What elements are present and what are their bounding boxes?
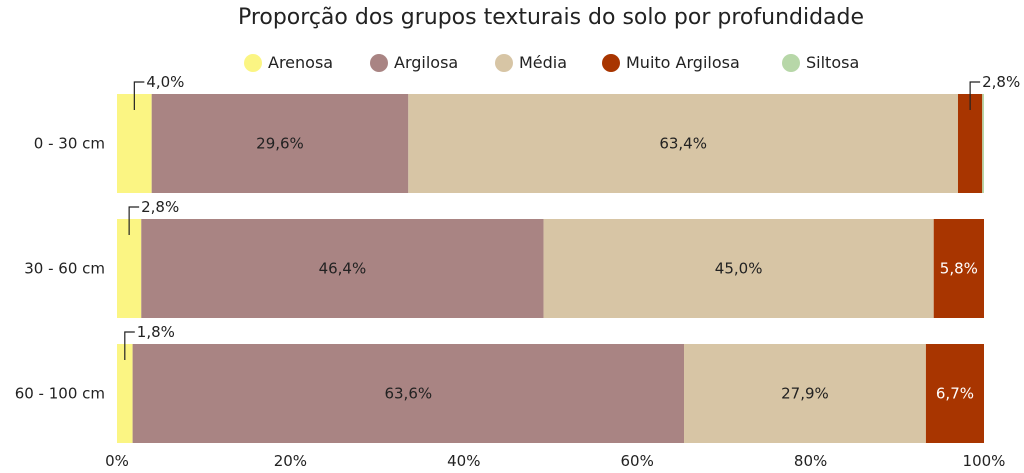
bar-segment-muito-argilosa (925, 344, 984, 443)
label-leader-line (124, 331, 135, 360)
data-label: 1,8% (137, 323, 175, 341)
data-label: 4,0% (146, 73, 184, 91)
plot-area: 0 - 30 cm 4,0% 29,6% 63,4% 2,8% 30 - 60 cm 2,8… (15, 73, 1020, 443)
bar-segment-arenosa (117, 344, 133, 443)
bar-row-0-30-cm: 0 - 30 cm 4,0% 29,6% 63,4% 2,8% (34, 73, 1020, 193)
data-label: 63,4% (659, 135, 707, 153)
bar-segment-media (408, 94, 958, 193)
category-label: 60 - 100 cm (15, 385, 105, 403)
legend-label-arenosa: Arenosa (268, 53, 333, 72)
bar-segment-argilosa (141, 219, 544, 318)
bar-segment-arenosa (117, 219, 142, 318)
x-tick-label: 0% (105, 452, 129, 470)
legend-item-argilosa: Argilosa (370, 53, 458, 72)
legend-swatch-siltosa (782, 54, 800, 72)
legend-item-media: Média (495, 53, 567, 72)
legend-label-argilosa: Argilosa (394, 53, 458, 72)
category-label: 30 - 60 cm (24, 260, 105, 278)
x-tick-label: 20% (274, 452, 307, 470)
bar-row-30-60-cm: 30 - 60 cm 2,8% 46,4% 45,0% 5,8% (24, 198, 984, 318)
chart-title: Proporção dos grupos texturais do solo p… (238, 5, 864, 30)
data-label: 63,6% (384, 385, 432, 403)
legend-label-media: Média (519, 53, 567, 72)
legend-swatch-media (495, 54, 513, 72)
bar-segment-muito-argilosa (933, 219, 984, 318)
bar-segment-media (543, 219, 934, 318)
x-axis: 0% 20% 40% 60% 80% 100% (105, 452, 1005, 470)
bar-segment-siltosa (982, 94, 984, 193)
bar-segment-argilosa (151, 94, 409, 193)
x-tick-label: 100% (963, 452, 1006, 470)
data-label: 2,8% (982, 73, 1020, 91)
legend-item-arenosa: Arenosa (244, 53, 333, 72)
label-leader-line (128, 206, 140, 235)
legend-swatch-argilosa (370, 54, 388, 72)
label-leader-line (969, 81, 981, 110)
x-tick-label: 60% (621, 452, 654, 470)
legend-swatch-arenosa (244, 54, 262, 72)
data-label: 27,9% (781, 385, 829, 403)
bar-segment-arenosa (117, 94, 152, 193)
data-label: 6,7% (936, 385, 974, 403)
legend-label-muito-argilosa: Muito Argilosa (626, 53, 740, 72)
data-label: 5,8% (940, 260, 978, 278)
x-tick-label: 40% (447, 452, 480, 470)
x-tick-label: 80% (794, 452, 827, 470)
data-label: 2,8% (141, 198, 179, 216)
legend-item-muito-argilosa: Muito Argilosa (602, 53, 740, 72)
bar-segment-argilosa (132, 344, 685, 443)
legend-label-siltosa: Siltosa (806, 53, 859, 72)
bar-segment-media (684, 344, 926, 443)
data-label: 45,0% (715, 260, 763, 278)
legend: Arenosa Argilosa Média Muito Argilosa Siltos… (244, 53, 859, 72)
data-label: 46,4% (319, 260, 367, 278)
data-label: 29,6% (256, 135, 304, 153)
legend-item-siltosa: Siltosa (782, 53, 859, 72)
label-leader-line (133, 81, 145, 110)
bar-row-60-100-cm: 60 - 100 cm 1,8% 63,6% 27,9% 6,7% (15, 323, 984, 443)
bar-segment-muito-argilosa (957, 94, 983, 193)
legend-swatch-muito-argilosa (602, 54, 620, 72)
category-label: 0 - 30 cm (34, 135, 105, 153)
